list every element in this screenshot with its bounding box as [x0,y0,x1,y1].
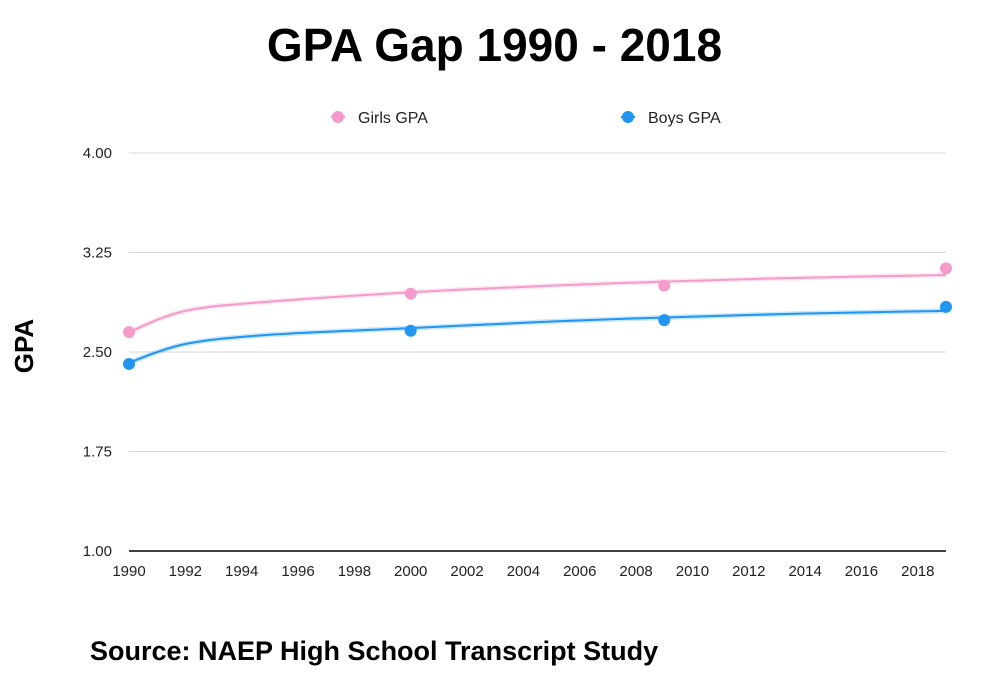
x-tick-label: 2000 [394,563,427,580]
y-tick-label: 1.00 [83,543,112,560]
girls-gpa-point [123,326,135,339]
x-tick-label: 2006 [563,563,596,580]
y-tick-label: 1.75 [83,444,112,461]
girls-gpa-trendline [128,274,947,334]
x-tick-label: 2018 [901,563,934,580]
girls-gpa-point [940,262,952,275]
girls-gpa-legend-label: Girls GPA [358,110,428,127]
boys-gpa-point [404,324,417,337]
boys-gpa-point [940,300,952,313]
boys-gpa-point [658,314,671,327]
y-tick-label: 3.25 [83,245,112,262]
girls-gpa-legend-marker [332,111,344,123]
boys-gpa-point [123,357,135,370]
y-tick-label: 4.00 [83,145,112,162]
boys-gpa-legend-marker [622,111,634,123]
source-note: Source: NAEP High School Transcript Stud… [90,636,659,666]
x-tick-label: 2002 [450,563,483,580]
x-tick-label: 1996 [281,563,314,580]
girls-gpa-point [404,287,417,300]
x-tick-label: 2004 [507,563,540,580]
x-tick-label: 1992 [169,563,202,580]
boys-gpa-legend-label: Boys GPA [648,110,721,127]
x-tick-label: 2010 [676,563,709,580]
x-tick-label: 2012 [732,563,765,580]
x-tick-label: 1998 [338,563,371,580]
y-axis-label: GPA [9,319,39,374]
chart-title: GPA Gap 1990 - 2018 [266,19,723,71]
x-tick-label: 2016 [845,563,878,580]
y-tick-label: 2.50 [83,344,112,361]
x-tick-label: 2008 [619,563,652,580]
x-tick-label: 1994 [225,563,258,580]
x-tick-label: 1990 [112,563,145,580]
boys-gpa-trendline [128,309,947,364]
girls-gpa-point [658,279,671,292]
x-tick-label: 2014 [788,563,821,580]
